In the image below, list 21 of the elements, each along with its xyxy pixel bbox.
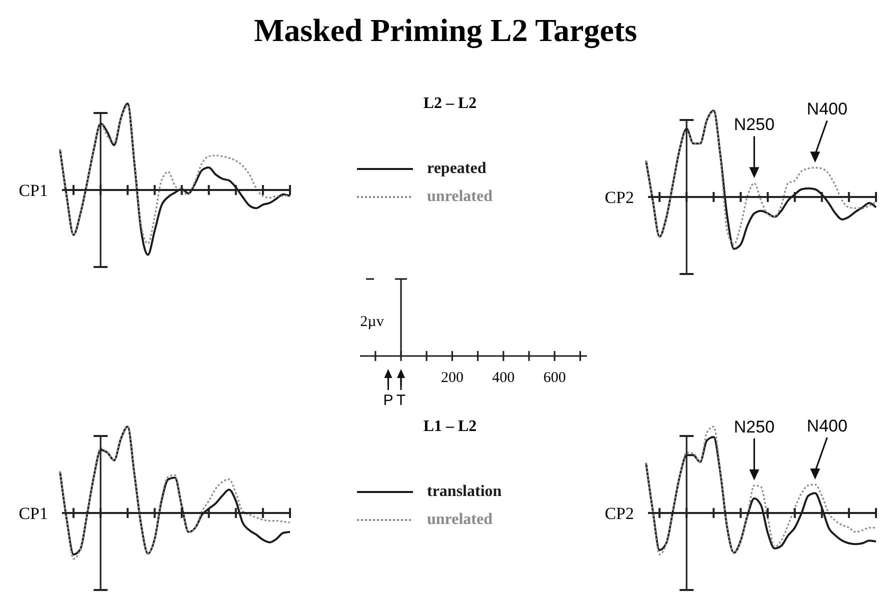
text: 400 <box>492 370 515 386</box>
legend-label: unrelated <box>427 188 492 206</box>
annotation: N250 <box>734 417 775 436</box>
text: 200 <box>440 370 464 386</box>
annotation: N400 <box>806 416 848 436</box>
y-axis-title: CP1 <box>18 504 48 523</box>
legend-label: translation <box>427 483 502 501</box>
legend-label: unrelated <box>427 511 492 529</box>
text: P <box>383 392 394 409</box>
text: T <box>396 392 406 409</box>
y-axis-title: CP2 <box>604 188 634 207</box>
y-axis-title: CP2 <box>604 504 634 523</box>
legend-title: L1 – L2 <box>422 418 478 436</box>
legend-title: L2 – L2 <box>422 95 478 113</box>
text: 2µv <box>360 314 384 330</box>
text: 600 <box>543 370 566 386</box>
legend-label: repeated <box>427 160 486 178</box>
annotation: N250 <box>734 115 775 134</box>
y-axis-title: CP1 <box>18 181 48 200</box>
annotation: N400 <box>806 100 848 119</box>
text: Masked Priming L2 Targets <box>252 12 638 49</box>
